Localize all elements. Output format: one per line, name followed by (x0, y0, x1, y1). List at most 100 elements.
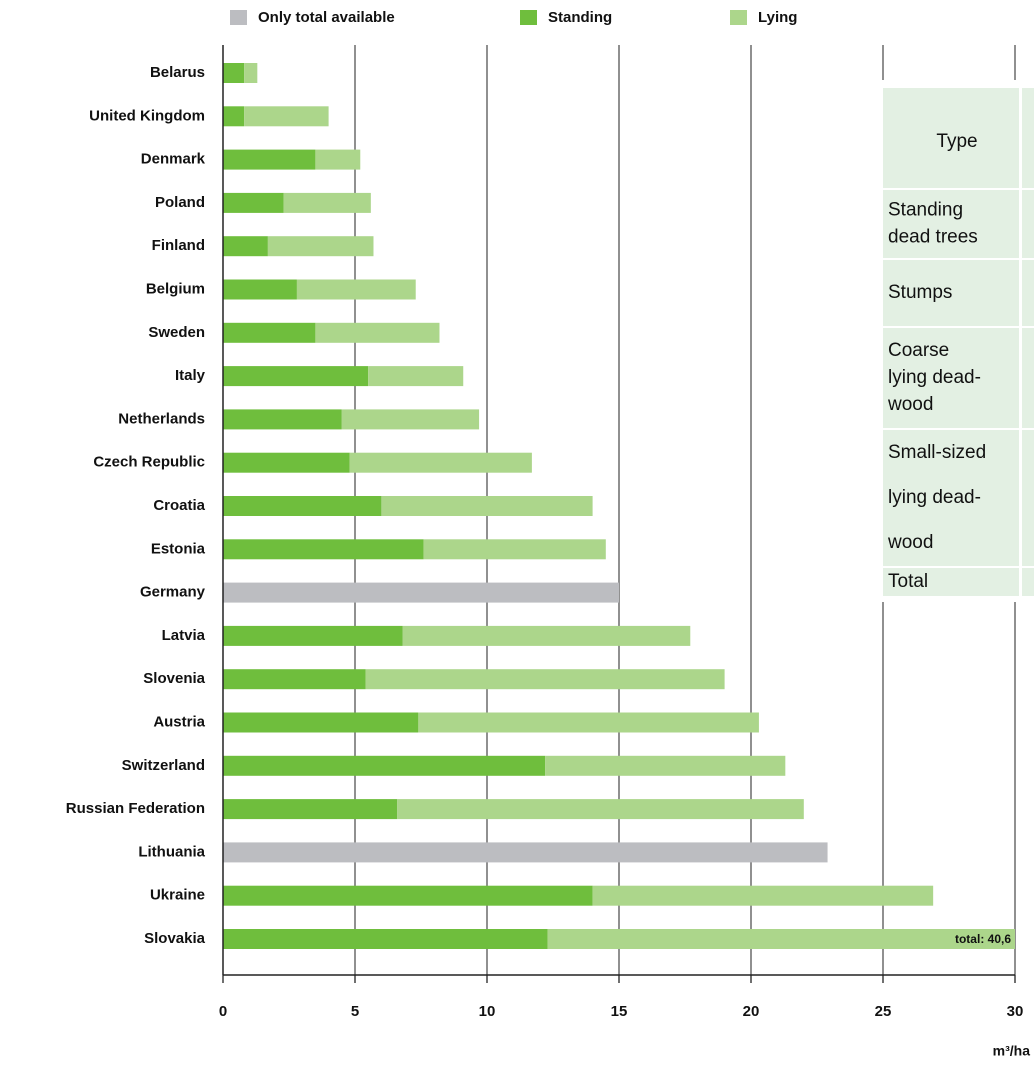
table-cell (1022, 260, 1034, 326)
table-row-label: Coarse (888, 340, 949, 361)
table-row-label: wood (887, 532, 933, 553)
table-header: Type (936, 131, 977, 152)
y-tick-label: Netherlands (118, 410, 205, 427)
y-tick-label: Ukraine (150, 887, 205, 904)
bar (223, 582, 619, 603)
bar (365, 669, 725, 690)
table-cell (1022, 328, 1034, 428)
bars (223, 63, 1015, 949)
bar (283, 192, 371, 213)
y-tick-label: Finland (152, 237, 205, 254)
x-tick-label: 0 (219, 1003, 227, 1020)
y-tick-label: Slovenia (143, 670, 205, 687)
bar (223, 625, 403, 646)
labels: 0 5 10 15 20 25 30 m³/ha Belarus United Kingdom De… (66, 9, 1030, 1059)
bar (315, 149, 361, 170)
table-cell (883, 328, 1019, 428)
bar (223, 236, 268, 257)
bar (402, 625, 691, 646)
table-row-label: Total (888, 571, 928, 592)
y-tick-label: Estonia (151, 540, 206, 557)
y-tick-label: Denmark (141, 151, 206, 168)
table-cell (883, 568, 1019, 596)
y-tick-label: Croatia (153, 497, 205, 514)
x-tick-label: 30 (1007, 1003, 1024, 1020)
bar (223, 106, 245, 127)
table: Type Standing dead trees Stumps Coarse lying … (880, 80, 1034, 602)
y-tick-label: Slovakia (144, 930, 206, 947)
bar (223, 929, 548, 949)
table-row-label: Stumps (888, 282, 952, 303)
bar (397, 799, 804, 820)
table-cell (1022, 568, 1034, 596)
table-cell (883, 260, 1019, 326)
table-row-label: lying dead- (888, 487, 981, 508)
bar (223, 322, 316, 343)
x-tick-label: 5 (351, 1003, 359, 1020)
bar (267, 236, 374, 257)
table-row-label: wood (887, 394, 933, 415)
bar (223, 842, 828, 863)
bar (223, 409, 342, 430)
table-header-cell (883, 88, 1019, 188)
y-tick-label: Austria (153, 713, 205, 730)
table-header-cell (1022, 88, 1034, 188)
y-tick-label: Russian Federation (66, 800, 205, 817)
bar (547, 929, 1015, 949)
bar (223, 539, 424, 560)
bar (223, 279, 297, 300)
x-tick-label: 10 (479, 1003, 496, 1020)
legend-label: Standing (548, 9, 612, 26)
annotation: total: 40,6 (955, 932, 1011, 946)
bar (381, 496, 593, 516)
bar (223, 366, 369, 387)
bar (223, 452, 350, 473)
bar (315, 322, 440, 343)
bar (418, 712, 759, 733)
y-tick-label: Belarus (150, 64, 205, 81)
y-tick-label: Belgium (146, 280, 205, 297)
x-tick-label: 15 (611, 1003, 628, 1020)
bar (223, 669, 366, 690)
legend-swatch (520, 10, 537, 25)
bar (223, 755, 546, 776)
y-tick-label: Sweden (148, 324, 205, 341)
y-tick-label: Italy (175, 367, 206, 384)
bar (244, 63, 258, 83)
legend-swatch (730, 10, 747, 25)
bar (341, 409, 480, 430)
y-tick-label: Czech Republic (93, 454, 205, 471)
x-tick-label: 25 (875, 1003, 892, 1020)
bar (223, 496, 382, 516)
bar (368, 366, 464, 387)
x-tick-label: 20 (743, 1003, 760, 1020)
y-tick-label: Poland (155, 194, 205, 211)
bar (592, 885, 934, 906)
bar (223, 712, 419, 733)
table-cell (1022, 190, 1034, 258)
legend-label: Lying (758, 9, 797, 26)
bar (423, 539, 606, 560)
bar (223, 192, 284, 213)
bar (223, 149, 316, 170)
table-row-label: Standing (888, 200, 963, 221)
table-cell (883, 430, 1019, 566)
bar (223, 885, 593, 906)
x-axis-label: m³/ha (993, 1043, 1031, 1059)
y-tick-label: Germany (140, 584, 206, 601)
y-tick-label: United Kingdom (89, 107, 205, 124)
table-row-label: Small-sized (888, 442, 986, 463)
bar (296, 279, 416, 300)
table-row-label: lying dead- (888, 367, 981, 388)
bar (223, 799, 398, 820)
table-row-label: dead trees (888, 227, 978, 248)
bar (223, 63, 245, 83)
table-cell (883, 190, 1019, 258)
y-tick-label: Lithuania (138, 843, 205, 860)
legend-swatch (230, 10, 247, 25)
legend-label: Only total available (258, 9, 395, 26)
bar (244, 106, 329, 127)
y-tick-label: Switzerland (122, 757, 205, 774)
y-tick-label: Latvia (162, 627, 206, 644)
